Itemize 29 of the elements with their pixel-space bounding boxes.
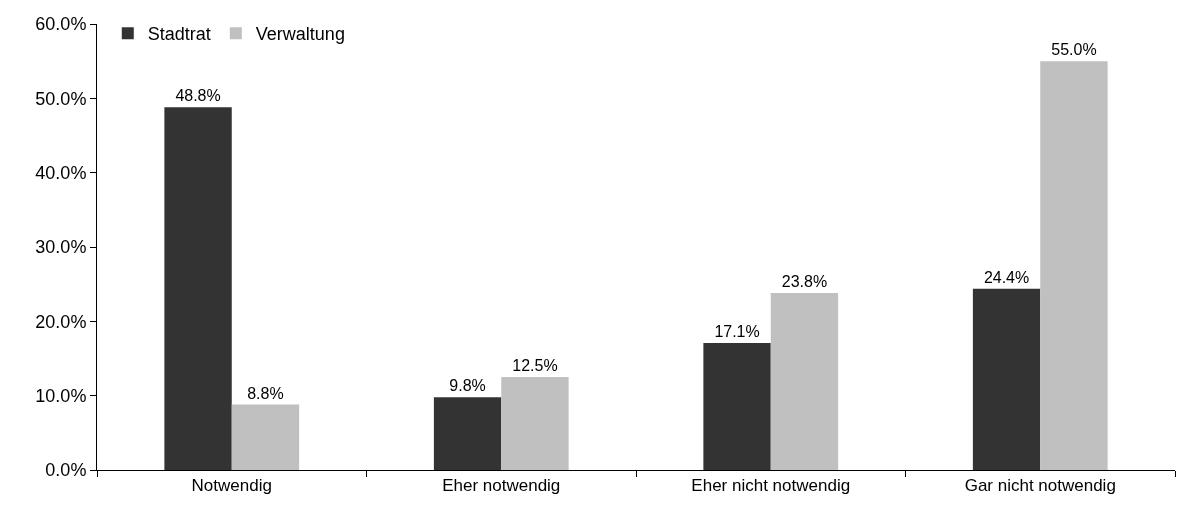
data-label: 23.8% (781, 273, 828, 291)
legend-label: Verwaltung (255, 24, 345, 45)
bar (703, 342, 771, 470)
bar (433, 397, 502, 470)
bar (231, 404, 300, 470)
y-tick-label: 60.0% (35, 14, 87, 35)
bar (972, 288, 1041, 470)
data-label: 24.4% (983, 268, 1030, 286)
data-label: 48.8% (175, 87, 221, 105)
bar (501, 377, 569, 470)
data-label: 8.8% (247, 384, 284, 402)
x-tick-label: Notwendig (191, 476, 272, 496)
data-label: 9.8% (449, 377, 486, 395)
x-tick-label: Eher notwendig (442, 476, 561, 496)
y-tick-label: 50.0% (35, 88, 87, 109)
legend-label: Stadtrat (147, 24, 211, 45)
data-label: 12.5% (512, 357, 558, 375)
x-tick-label: Eher nicht notwendig (691, 476, 851, 496)
y-tick-label: 10.0% (35, 385, 87, 406)
x-tick-label: Gar nicht notwendig (964, 476, 1116, 496)
y-tick-label: 0.0% (45, 460, 87, 481)
data-label: 17.1% (714, 322, 760, 340)
y-tick-label: 40.0% (35, 162, 87, 183)
data-label: 55.0% (1051, 41, 1097, 59)
y-tick-label: 20.0% (35, 311, 87, 332)
bar (1040, 61, 1108, 470)
y-tick-label: 30.0% (35, 237, 87, 258)
bar (770, 293, 839, 470)
bar (164, 107, 232, 470)
